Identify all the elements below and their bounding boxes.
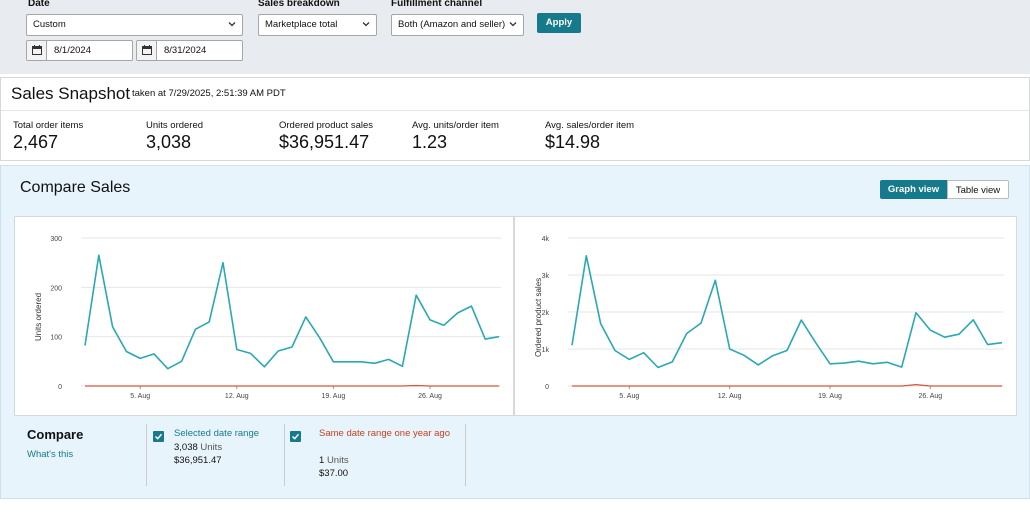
metric-value: 2,467 [13,132,59,152]
metric-avg-units-per-order-item: Avg. units/order item 1.23 [412,120,499,153]
metric-label: Avg. sales/order item [545,120,635,131]
x-tick-label: 12. Aug [225,393,249,400]
prior-range-sales: $37.00 [319,468,349,479]
metric-value: 3,038 [146,132,192,152]
units-suffix: Units [326,455,349,466]
y-tick-label: 0 [58,384,62,391]
y-tick-label: 300 [50,236,62,243]
y-axis-label: Units ordered [34,292,43,341]
end-date-field[interactable]: 8/31/2024 [136,40,243,61]
legend-divider [465,424,466,486]
whats-this-link[interactable]: What's this [27,449,74,460]
chevron-down-icon [362,22,370,27]
metric-label: Ordered product sales [279,120,373,131]
series-line-prior-year [85,384,499,387]
apply-button[interactable]: Apply [537,13,581,33]
series-line-prior-year [572,383,1002,387]
x-tick-label: 5. Aug [130,393,150,400]
legend-divider [146,424,147,486]
y-tick-label: 2k [542,310,550,317]
calendar-icon[interactable] [27,41,47,60]
metric-value: $36,951.47 [279,132,370,152]
compare-sales-title: Compare Sales [20,179,131,196]
date-label: Date [28,0,50,9]
legend-divider [284,424,285,486]
sales-breakdown-label: Sales breakdown [258,0,340,9]
chevron-down-icon [228,22,236,27]
units-ordered-chart-svg: 0 100 200 300 5. Aug 12. Aug 19. Aug 26. Aug [50,236,501,400]
checkmark-icon [154,433,163,440]
x-tick-label: 5. Aug [619,393,639,400]
calendar-icon[interactable] [137,41,157,60]
x-tick-label: 26. Aug [418,393,442,400]
x-tick-label: 26. Aug [918,393,942,400]
table-view-button[interactable]: Table view [947,180,1009,199]
x-tick-label: 12. Aug [718,393,742,400]
snapshot-header: Sales Snapshot taken at 7/29/2025, 2:51:… [1,78,1029,111]
date-range-select[interactable]: Custom [26,14,243,36]
y-tick-label: 4k [542,236,550,243]
y-tick-label: 3k [542,273,550,280]
y-tick-label: 1k [542,347,550,354]
y-tick-label: 0 [545,384,549,391]
graph-view-button[interactable]: Graph view [880,180,947,199]
filter-bar: Date Custom 8/1/2024 8/31/2024 Sales bre… [0,0,1030,74]
metric-label: Units ordered [146,120,204,131]
selected-range-name: Selected date range [174,428,260,439]
compare-legend: Compare What's this Selected date range … [14,418,1017,490]
snapshot-timestamp: taken at 7/29/2025, 2:51:39 AM PDT [132,88,286,99]
prior-range-units-value: 1 [319,455,325,466]
selected-range-checkbox[interactable] [153,431,164,442]
prior-range-checkbox[interactable] [290,431,301,442]
y-tick-label: 100 [50,335,62,342]
prior-range-name: Same date range one year ago [319,428,450,439]
fulfillment-channel-value: Both (Amazon and seller) [398,19,506,30]
start-date-value: 8/1/2024 [54,45,91,56]
sales-snapshot: Sales Snapshot taken at 7/29/2025, 2:51:… [0,77,1030,161]
checkmark-icon [291,433,300,440]
metric-value: 1.23 [412,132,448,152]
y-tick-label: 200 [50,285,62,292]
prior-range-units: 1 Units [319,455,349,466]
chevron-down-icon [509,22,517,27]
sales-breakdown-value: Marketplace total [265,19,338,30]
metric-units-ordered: Units ordered 3,038 [146,120,203,153]
selected-range-units: 3,038 Units [174,442,222,453]
snapshot-title: Sales Snapshot [11,84,131,103]
metric-label: Total order items [13,120,84,131]
x-tick-label: 19. Aug [818,393,842,400]
ordered-product-sales-chart-svg: 0 1k 2k 3k 4k 5. Aug 12. Aug 19. Aug 26. Aug [542,236,1004,400]
metric-total-order-items: Total order items 2,467 [13,120,83,153]
metric-value: $14.98 [545,132,601,152]
y-axis-label: Ordered product sales [534,277,543,357]
metric-label: Avg. units/order item [412,120,499,131]
fulfillment-channel-label: Fulfillment channel [391,0,483,9]
start-date-field[interactable]: 8/1/2024 [26,40,133,61]
metric-avg-sales-per-order-item: Avg. sales/order item $14.98 [545,120,634,153]
series-line-selected-range [571,254,1003,369]
metric-ordered-product-sales: Ordered product sales $36,951.47 [279,120,373,153]
selected-range-units-value: 3,038 [174,442,198,453]
compare-sales-panel: Compare Sales Graph view Table view 0 100… [0,165,1030,499]
x-tick-label: 19. Aug [322,393,346,400]
selected-range-sales: $36,951.47 [174,455,222,466]
sales-breakdown-select[interactable]: Marketplace total [258,14,377,36]
units-suffix: Units [200,442,223,453]
ordered-product-sales-chart: 0 1k 2k 3k 4k 5. Aug 12. Aug 19. Aug 26. Aug Ord… [514,216,1017,416]
compare-legend-title: Compare [27,427,84,442]
fulfillment-channel-select[interactable]: Both (Amazon and seller) [391,14,524,36]
end-date-value: 8/31/2024 [164,45,207,56]
date-range-select-value: Custom [33,19,66,30]
units-ordered-chart: 0 100 200 300 5. Aug 12. Aug 19. Aug 26. Aug Un… [14,216,514,416]
series-line-selected-range [84,254,500,370]
